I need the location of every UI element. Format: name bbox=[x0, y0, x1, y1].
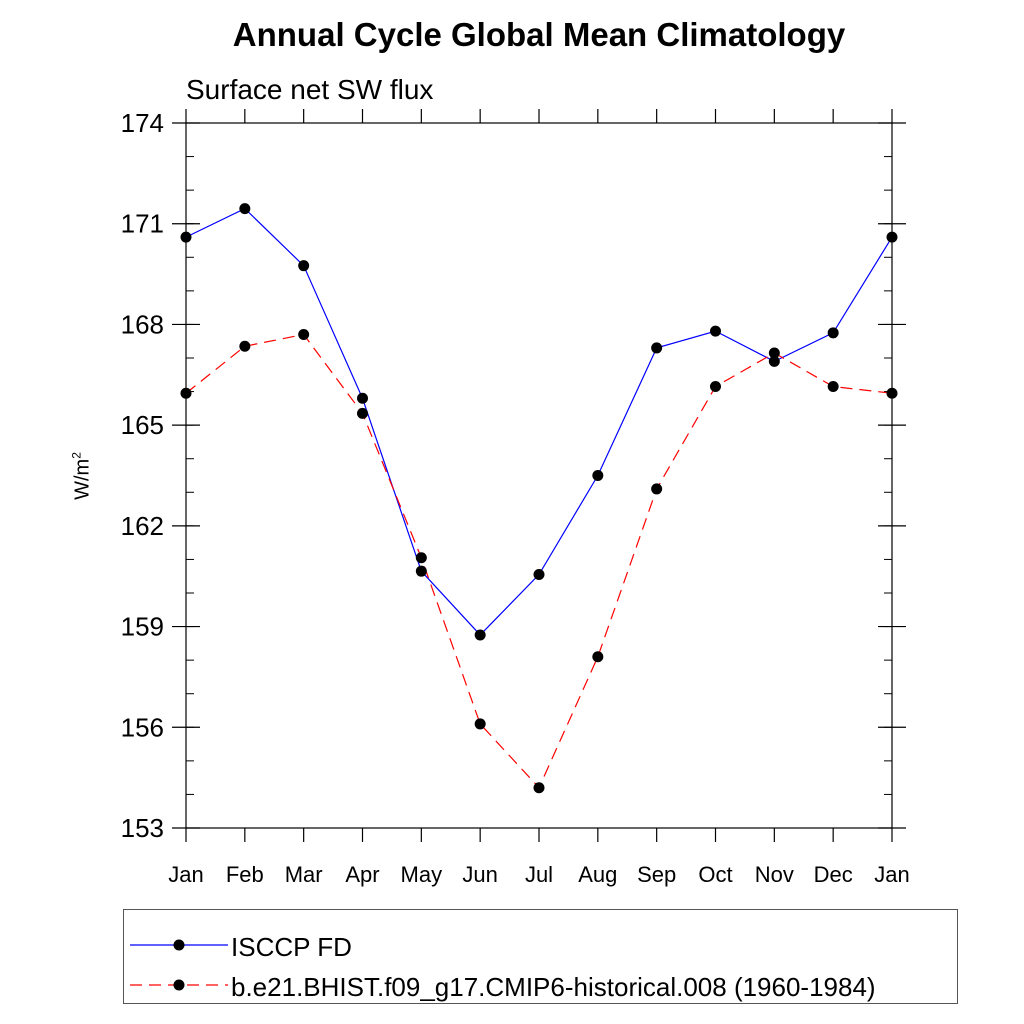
x-tick-label: Jul bbox=[525, 862, 553, 887]
series-1-point bbox=[533, 782, 545, 794]
y-tick-label: 171 bbox=[121, 209, 164, 239]
plot-frame bbox=[185, 122, 893, 829]
chart-title: Annual Cycle Global Mean Climatology bbox=[232, 16, 846, 53]
y-tick-label: 162 bbox=[121, 511, 164, 541]
x-tick-label: Dec bbox=[814, 862, 853, 887]
x-axis-ticks: Jan Feb Mar Apr May Jun Jul Aug Sep Oct Nov Dec Jan bbox=[168, 109, 910, 887]
series-0-point bbox=[474, 629, 486, 641]
series-0-point bbox=[886, 231, 898, 243]
series-0-point bbox=[533, 569, 545, 581]
series-0-point bbox=[298, 260, 310, 272]
legend-item-isccp: ISCCP FD bbox=[124, 926, 957, 966]
chart-subtitle: Surface net SW flux bbox=[186, 74, 434, 105]
series-1-point bbox=[651, 483, 663, 495]
x-tick-label: Sep bbox=[637, 862, 676, 887]
x-tick-label: Jan bbox=[874, 862, 909, 887]
x-tick-label: Jun bbox=[462, 862, 497, 887]
series-1-point bbox=[768, 347, 780, 359]
y-tick-label: 168 bbox=[121, 309, 164, 339]
x-tick-label: May bbox=[401, 862, 443, 887]
series-0-point bbox=[592, 470, 604, 481]
legend: ISCCP FD b.e21.BHIST.f09_g17.CMIP6-histo… bbox=[123, 909, 958, 1004]
y-tick-label: 159 bbox=[121, 612, 164, 642]
x-tick-label: Jan bbox=[168, 862, 203, 887]
series-0-point bbox=[415, 565, 427, 577]
x-tick-label: Aug bbox=[578, 862, 617, 887]
series-0-point bbox=[239, 203, 251, 215]
series-0-point bbox=[357, 392, 368, 404]
series-0-point bbox=[827, 327, 839, 339]
series-1-point bbox=[415, 552, 427, 564]
legend-label-model: b.e21.BHIST.f09_g17.CMIP6-historical.008… bbox=[231, 972, 876, 1002]
series-0-point bbox=[710, 325, 721, 337]
series-1-point bbox=[298, 329, 310, 340]
series-1-point bbox=[827, 381, 839, 393]
series-line-1 bbox=[185, 333, 893, 789]
series-1-point bbox=[239, 340, 251, 352]
series-1-point bbox=[886, 387, 898, 399]
legend-item-model: b.e21.BHIST.f09_g17.CMIP6-historical.008… bbox=[124, 966, 957, 1006]
series-1-point bbox=[592, 651, 604, 663]
series-0-point bbox=[180, 231, 192, 243]
series-1-point bbox=[180, 387, 192, 399]
y-tick-label: 165 bbox=[121, 410, 164, 440]
legend-swatch-model bbox=[130, 979, 228, 991]
legend-marker-model bbox=[173, 979, 185, 991]
x-tick-label: Nov bbox=[755, 862, 794, 887]
legend-label-isccp: ISCCP FD bbox=[231, 932, 352, 962]
series-layer bbox=[180, 203, 898, 794]
x-tick-label: Mar bbox=[285, 862, 323, 887]
series-1-point bbox=[474, 718, 486, 730]
legend-swatch-isccp bbox=[130, 939, 228, 951]
y-tick-label: 174 bbox=[121, 108, 164, 138]
y-axis-ticks: 153 156 159 162 165 168 171 174 bbox=[121, 108, 906, 843]
series-1-point bbox=[710, 381, 721, 393]
series-1-point bbox=[357, 407, 368, 419]
series-0-point bbox=[768, 355, 780, 367]
legend-marker-isccp bbox=[173, 939, 185, 951]
x-tick-label: Oct bbox=[698, 862, 732, 887]
series-0-point bbox=[651, 342, 663, 354]
x-tick-label: Feb bbox=[226, 862, 264, 887]
x-tick-label: Apr bbox=[345, 862, 379, 887]
y-tick-label: 153 bbox=[121, 813, 164, 843]
y-tick-label: 156 bbox=[121, 712, 164, 742]
